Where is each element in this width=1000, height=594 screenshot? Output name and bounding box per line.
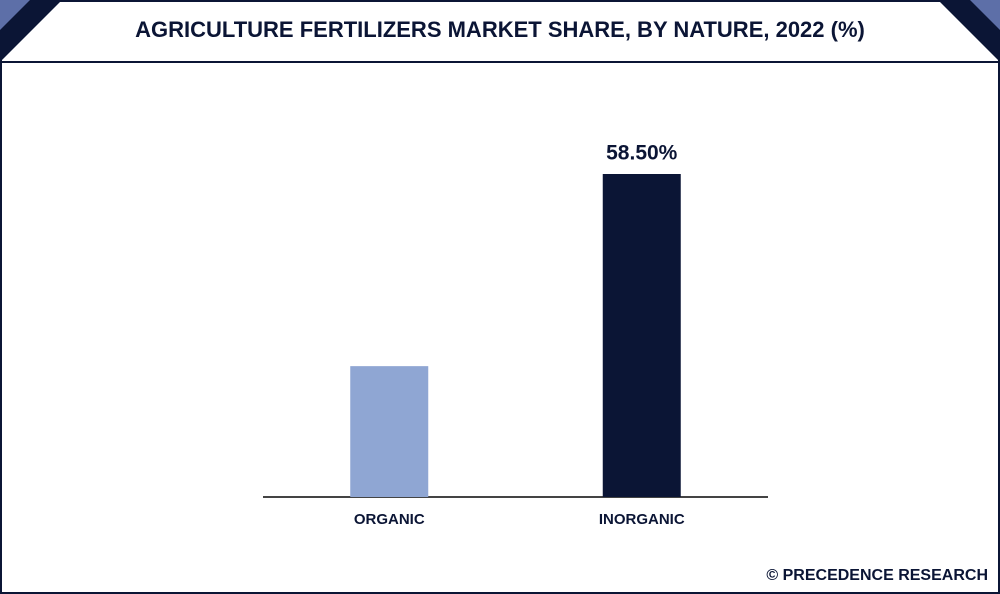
corner-right — [938, 0, 1000, 62]
corner-right-accent — [970, 0, 1000, 30]
x-tick-label: ORGANIC — [354, 511, 425, 528]
corner-left — [0, 0, 62, 62]
chart-title: AGRICULTURE FERTILIZERS MARKET SHARE, BY… — [135, 17, 865, 42]
x-tick-label: INORGANIC — [599, 511, 685, 528]
source: © PRECEDENCE RESEARCH — [766, 567, 988, 584]
bar — [350, 366, 429, 497]
bar — [602, 174, 681, 497]
corner-left-accent — [0, 0, 30, 30]
data-label: 58.50% — [606, 142, 678, 165]
